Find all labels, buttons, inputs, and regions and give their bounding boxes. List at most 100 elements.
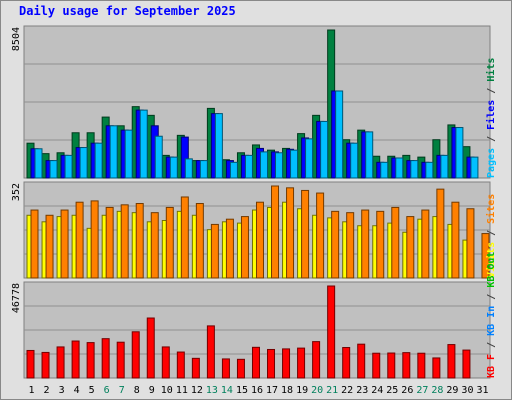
bar-sites-day-1 <box>30 209 39 279</box>
bar-sites-day-14 <box>225 218 234 279</box>
x-tick-label-day-26: 26 <box>401 385 413 396</box>
bar-sites-day-27 <box>421 209 430 279</box>
bar-kb-f-day-15 <box>236 358 245 379</box>
x-tick-label-day-28: 28 <box>431 385 443 396</box>
bar-sites-day-26 <box>406 216 415 279</box>
bar-pages-day-22 <box>350 142 359 179</box>
bar-pages-day-17 <box>275 152 284 179</box>
bar-pages-day-14 <box>229 161 238 179</box>
x-tick-label-day-8: 8 <box>134 385 140 396</box>
x-tick-label-day-16: 16 <box>251 385 263 396</box>
y-max-label: 8504 <box>11 27 22 51</box>
bar-kb-f-day-19 <box>297 347 306 379</box>
bar-sites-day-12 <box>195 203 204 279</box>
bar-kb-f-day-17 <box>267 348 276 379</box>
y-max-label: 46778 <box>11 283 22 313</box>
bar-pages-day-4 <box>79 147 88 179</box>
bar-sites-day-8 <box>135 203 144 279</box>
bar-pages-day-11 <box>184 158 193 179</box>
x-tick-label-day-23: 23 <box>356 385 368 396</box>
bar-kb-f-day-26 <box>402 352 411 379</box>
bar-kb-f-day-5 <box>86 342 95 379</box>
bar-pages-day-12 <box>199 160 208 179</box>
bar-kb-f-day-27 <box>417 352 426 379</box>
bar-sites-day-29 <box>451 201 460 279</box>
bar-pages-day-25 <box>395 157 404 179</box>
bar-kb-f-day-25 <box>387 352 396 379</box>
bar-pages-day-16 <box>259 151 268 179</box>
x-tick-label-day-18: 18 <box>281 385 293 396</box>
bar-kb-f-day-2 <box>41 351 50 379</box>
bar-kb-f-day-8 <box>131 331 140 379</box>
bar-kb-f-day-9 <box>146 317 155 379</box>
bar-pages-day-6 <box>109 125 118 179</box>
x-tick-label-day-6: 6 <box>104 385 110 396</box>
x-tick-label-day-12: 12 <box>191 385 203 396</box>
x-tick-label-day-20: 20 <box>311 385 323 396</box>
bar-pages-day-20 <box>320 120 329 179</box>
bar-sites-day-21 <box>331 210 340 279</box>
legend-label: Pages / Files / Hits <box>485 58 497 178</box>
bar-kb-f-day-3 <box>56 346 65 379</box>
bar-pages-day-7 <box>124 129 133 179</box>
chart-panel-1: 8504 Pages / Files / Hits <box>11 25 497 179</box>
bar-pages-day-5 <box>94 142 103 179</box>
chart-panel-2: 352 Visits / Sites <box>11 181 497 279</box>
chart-panel-3: 46778 KB F / KB In / KB Out <box>11 252 497 379</box>
x-tick-label-day-19: 19 <box>296 385 308 396</box>
x-tick-label-day-10: 10 <box>161 385 173 396</box>
bar-sites-day-25 <box>391 206 400 279</box>
y-max-label: 352 <box>11 183 22 201</box>
x-tick-label-day-7: 7 <box>119 385 125 396</box>
x-tick-label-day-30: 30 <box>461 385 473 396</box>
bar-sites-day-31 <box>481 233 490 279</box>
x-tick-label-day-17: 17 <box>266 385 278 396</box>
x-tick-label-day-27: 27 <box>416 385 428 396</box>
bar-sites-day-17 <box>271 185 280 279</box>
bar-pages-day-8 <box>139 109 148 179</box>
bar-kb-f-day-1 <box>26 349 35 379</box>
bar-kb-f-day-29 <box>447 344 456 379</box>
bar-sites-day-9 <box>150 212 159 279</box>
bar-kb-f-day-4 <box>71 340 80 379</box>
bar-sites-day-24 <box>376 210 385 279</box>
bar-pages-day-1 <box>34 148 43 179</box>
x-tick-label-day-2: 2 <box>44 385 50 396</box>
bar-kb-f-day-24 <box>372 352 381 379</box>
bar-kb-f-day-6 <box>101 338 110 379</box>
legend-label: KB F / KB In / KB Out <box>486 252 497 378</box>
bar-pages-day-19 <box>305 138 314 179</box>
bar-sites-day-3 <box>60 209 69 279</box>
bar-kb-f-day-20 <box>312 341 321 379</box>
bar-pages-day-15 <box>244 154 253 179</box>
x-tick-label-day-13: 13 <box>206 385 218 396</box>
x-tick-label-day-21: 21 <box>326 385 338 396</box>
x-tick-label-day-9: 9 <box>149 385 155 396</box>
bar-sites-day-4 <box>75 201 84 279</box>
x-tick-label-day-1: 1 <box>29 385 35 396</box>
bar-sites-day-6 <box>105 206 114 279</box>
bar-pages-day-23 <box>365 131 374 179</box>
bar-kb-f-day-11 <box>176 351 185 379</box>
bar-sites-day-28 <box>436 188 445 279</box>
chart-title: Daily usage for September 2025 <box>19 4 236 18</box>
x-tick-label-day-15: 15 <box>236 385 248 396</box>
bar-sites-day-19 <box>301 189 310 279</box>
bar-kb-f-day-30 <box>462 349 471 379</box>
bar-pages-day-18 <box>290 149 299 179</box>
x-tick-label-day-3: 3 <box>59 385 65 396</box>
bar-sites-day-5 <box>90 200 99 279</box>
bar-sites-day-10 <box>165 206 174 279</box>
bar-sites-day-18 <box>286 187 295 279</box>
bar-kb-f-day-21 <box>327 285 336 379</box>
bar-sites-day-13 <box>210 223 219 279</box>
bar-pages-day-30 <box>470 156 479 179</box>
x-tick-label-day-24: 24 <box>371 385 383 396</box>
bar-sites-day-2 <box>45 214 54 279</box>
x-tick-label-day-31: 31 <box>476 385 488 396</box>
bar-kb-f-day-18 <box>282 348 291 379</box>
bar-pages-day-2 <box>49 160 58 179</box>
bar-sites-day-15 <box>240 216 249 279</box>
bar-kb-f-day-28 <box>432 357 441 379</box>
